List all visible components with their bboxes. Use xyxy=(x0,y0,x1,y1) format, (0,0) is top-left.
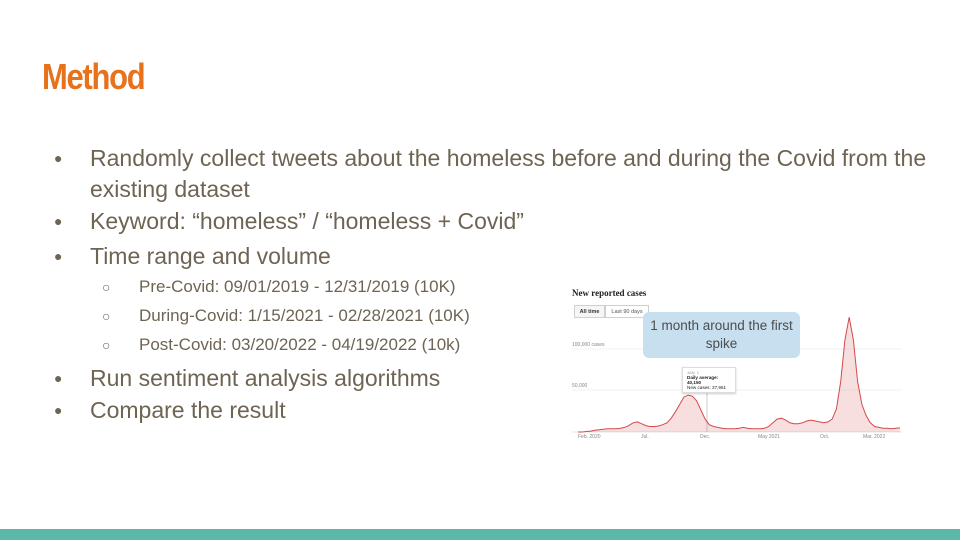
footer-accent-bar xyxy=(0,529,960,540)
tab-all-time[interactable]: All time xyxy=(574,305,605,318)
chart-tooltip: JAN. 1 Daily average: 40,150 New cases: … xyxy=(682,367,736,393)
y-tick-label: 100,000 cases xyxy=(572,342,605,348)
bullet-keyword: Keyword: “homeless” / “homeless + Covid” xyxy=(54,206,930,237)
sub-bullet-pre-covid: Pre-Covid: 09/01/2019 - 12/31/2019 (10K) xyxy=(102,276,539,298)
bullet-sentiment: Run sentiment analysis algorithms xyxy=(54,363,930,394)
cases-area xyxy=(578,317,900,432)
cases-line xyxy=(578,317,901,433)
callout-box: 1 month around the first spike xyxy=(643,312,800,358)
x-tick-label: Feb. 2020 xyxy=(578,434,601,440)
chart-title: New reported cases xyxy=(572,288,647,298)
x-tick-label: Mar. 2022 xyxy=(863,434,886,440)
y-tick-label: 50,000 xyxy=(572,383,588,389)
x-tick-label: Dec. xyxy=(700,434,711,440)
sub-bullet-during-covid: During-Covid: 1/15/2021 - 02/28/2021 (10… xyxy=(102,305,539,327)
covid-cases-chart: New reported cases All time Last 90 days… xyxy=(566,283,906,446)
tab-last-90-days[interactable]: Last 90 days xyxy=(605,305,649,318)
x-tick-label: Jul. xyxy=(641,434,649,440)
tooltip-date: JAN. 1 xyxy=(687,370,700,375)
bullet-compare: Compare the result xyxy=(54,395,930,426)
bullet-collect-tweets: Randomly collect tweets about the homele… xyxy=(54,143,930,205)
x-tick-label: May 2021 xyxy=(758,434,780,440)
bullet-time-range: Time range and volume xyxy=(54,241,930,272)
x-tick-label: Oct. xyxy=(820,434,830,440)
sub-bullet-post-covid: Post-Covid: 03/20/2022 - 04/19/2022 (10k… xyxy=(102,334,539,356)
chart-plot xyxy=(572,317,902,433)
tooltip-daily-average: Daily average: 40,150 xyxy=(687,375,719,385)
slide-title: Method xyxy=(42,56,146,97)
tooltip-new-cases: New cases: 37,951 xyxy=(687,385,727,390)
